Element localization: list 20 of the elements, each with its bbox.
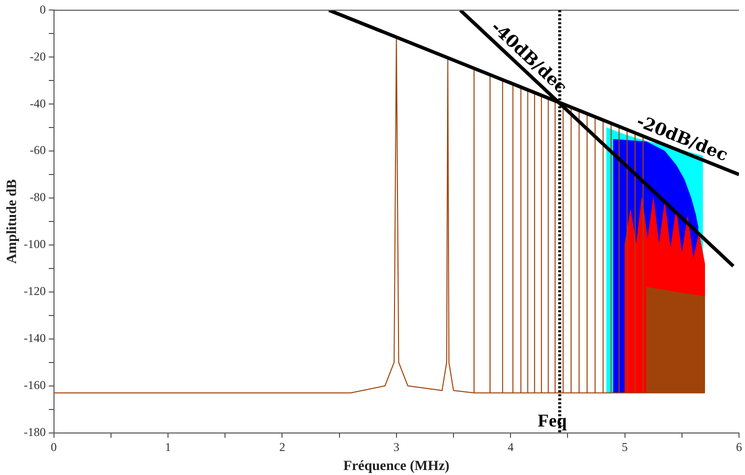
x-tick-label: 3 [393,440,400,454]
y-tick-label: -80 [30,190,46,204]
y-tick-label: -120 [24,284,46,298]
x-tick-label: 2 [279,440,286,454]
y-tick-label: 0 [40,2,46,16]
y-tick-label: -160 [24,378,46,392]
y-tick-label: -40 [30,96,46,110]
x-tick-label: 0 [50,440,57,454]
y-tick-label: -140 [24,331,46,346]
ref-line-label: Feq [538,410,567,430]
x-tick-label: 1 [164,440,171,454]
x-tick-label: 4 [508,440,514,454]
y-tick-label: -100 [24,237,46,252]
x-tick-label: 6 [736,440,742,454]
y-tick-label: -180 [24,424,46,439]
y-tick-label: -60 [30,143,46,158]
y-axis-title: Amplitude dB [5,179,20,264]
y-tick-label: -20 [30,49,46,64]
x-axis-title: Fréquence (MHz) [343,459,450,474]
x-tick-label: 5 [622,440,628,454]
